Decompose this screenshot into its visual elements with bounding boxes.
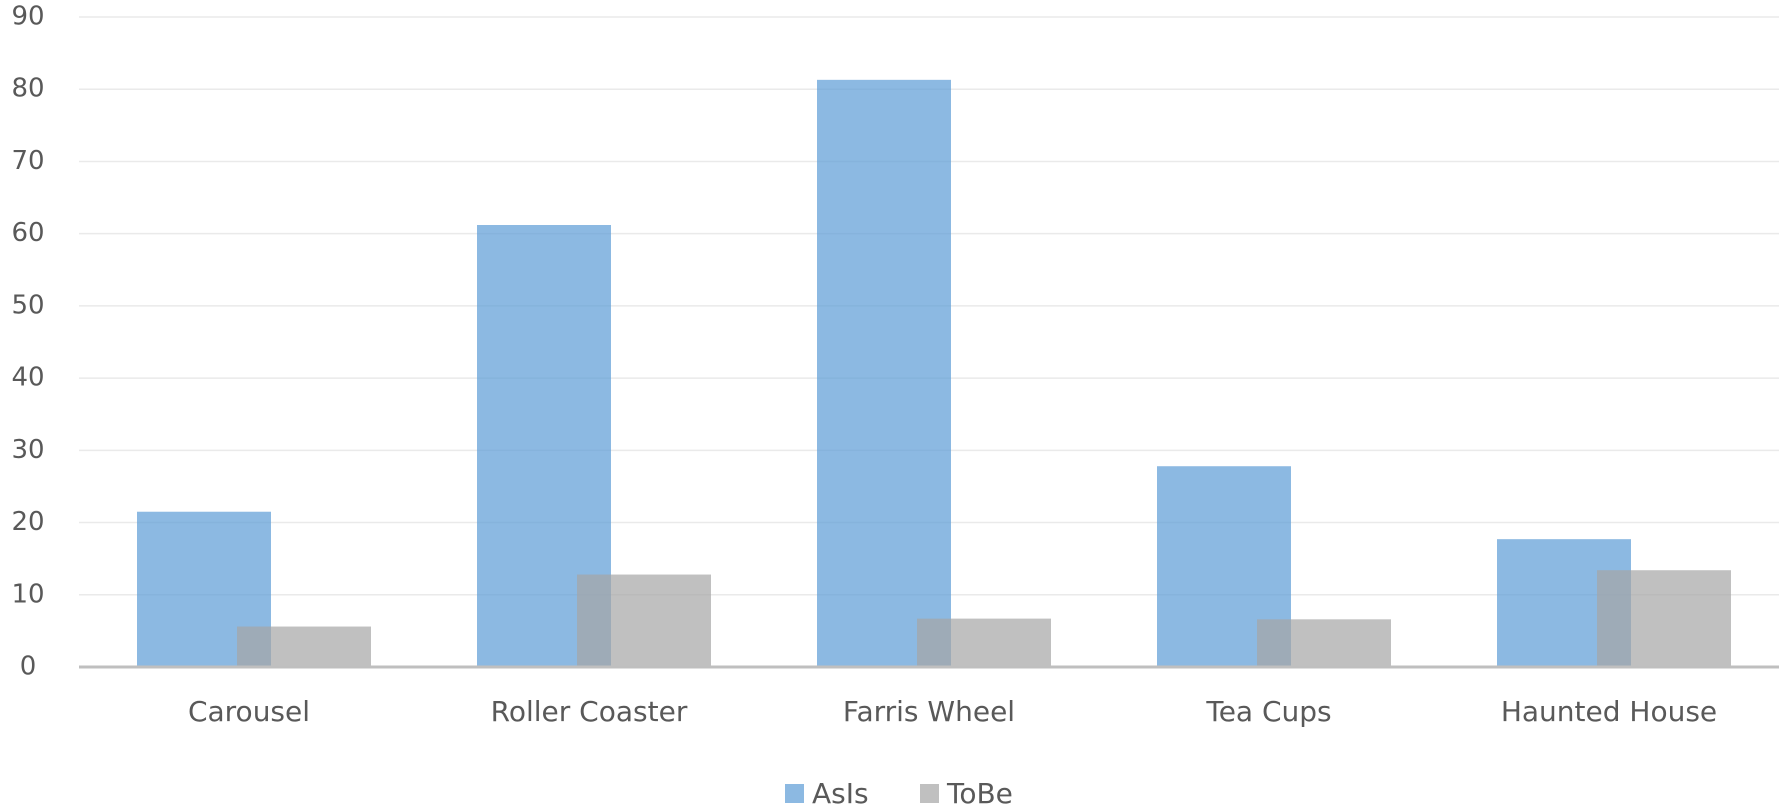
bar-tobe-haunted-house xyxy=(1597,570,1731,667)
bar-tobe-carousel xyxy=(237,626,371,667)
y-axis-ticks: 0 10 20 30 40 50 60 70 80 90 xyxy=(11,2,44,682)
legend-swatch-tobe xyxy=(920,784,939,803)
y-tick-label: 10 xyxy=(11,579,44,609)
y-tick-label: 30 xyxy=(11,435,44,465)
legend: AsIs ToBe xyxy=(785,777,1013,810)
y-tick-label: 60 xyxy=(11,218,44,248)
x-axis-categories: Carousel Roller Coaster Farris Wheel Tea Cu… xyxy=(188,695,1717,728)
x-category-label: Carousel xyxy=(188,695,310,728)
bars xyxy=(137,79,1731,668)
bar-tobe-tea-cups xyxy=(1257,619,1391,667)
x-category-label: Roller Coaster xyxy=(491,695,688,728)
legend-label-tobe: ToBe xyxy=(946,777,1013,810)
x-category-label: Farris Wheel xyxy=(843,695,1015,728)
y-tick-label: 20 xyxy=(11,507,44,537)
y-tick-label: 50 xyxy=(11,290,44,320)
y-tick-label: 70 xyxy=(11,146,44,176)
y-tick-label: 90 xyxy=(11,2,44,32)
y-tick-label: 80 xyxy=(11,74,44,104)
bar-tobe-roller-coaster xyxy=(577,574,711,667)
bar-tobe-farris-wheel xyxy=(917,618,1051,667)
x-category-label: Haunted House xyxy=(1501,695,1717,728)
bar-asis-farris-wheel xyxy=(817,79,951,668)
legend-label-asis: AsIs xyxy=(812,777,869,810)
legend-swatch-asis xyxy=(785,784,804,803)
y-tick-label: 40 xyxy=(11,363,44,393)
x-category-label: Tea Cups xyxy=(1205,695,1331,728)
y-tick-label: 0 xyxy=(20,652,37,682)
